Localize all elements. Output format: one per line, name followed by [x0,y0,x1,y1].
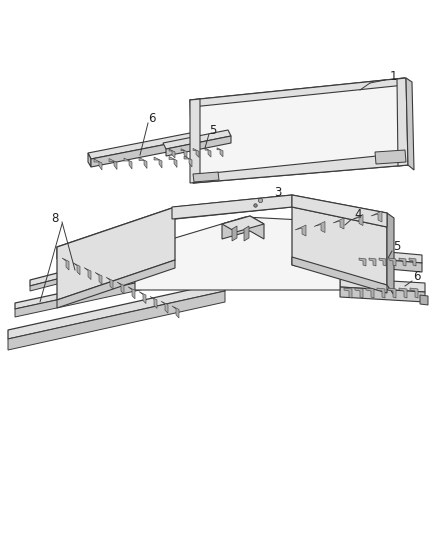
Text: 3: 3 [274,187,282,199]
Polygon shape [222,216,264,239]
Polygon shape [369,258,376,266]
Polygon shape [355,257,422,272]
Polygon shape [117,282,124,294]
Polygon shape [359,258,366,266]
Polygon shape [355,288,363,298]
Text: 4: 4 [354,207,362,221]
Polygon shape [8,282,225,339]
Polygon shape [399,288,407,298]
Polygon shape [57,207,175,300]
Polygon shape [193,153,408,183]
Polygon shape [344,288,352,298]
Polygon shape [375,150,406,164]
Polygon shape [410,288,418,298]
Polygon shape [84,268,91,280]
Polygon shape [30,262,100,286]
Polygon shape [128,287,135,299]
Polygon shape [88,132,198,159]
Polygon shape [314,222,325,232]
Polygon shape [91,138,198,167]
Polygon shape [106,277,113,289]
Polygon shape [205,148,211,157]
Polygon shape [190,78,408,183]
Polygon shape [169,157,177,167]
Polygon shape [397,78,408,166]
Polygon shape [95,272,102,285]
Polygon shape [355,249,422,263]
Polygon shape [161,301,168,313]
Polygon shape [222,216,264,232]
Polygon shape [387,213,394,295]
Polygon shape [190,78,405,107]
Polygon shape [154,157,162,168]
Polygon shape [399,258,406,266]
Polygon shape [94,159,102,170]
Polygon shape [124,158,132,169]
Polygon shape [292,195,387,227]
Polygon shape [340,287,425,302]
Polygon shape [150,296,157,309]
Polygon shape [371,211,382,222]
Polygon shape [139,292,146,304]
Text: 5: 5 [209,124,217,136]
Polygon shape [244,226,249,241]
Polygon shape [292,257,387,293]
Polygon shape [135,217,340,290]
Polygon shape [295,225,306,236]
Polygon shape [62,258,69,270]
Polygon shape [169,149,175,158]
Polygon shape [30,268,100,291]
Text: 5: 5 [393,240,401,254]
Text: 8: 8 [51,212,59,224]
Polygon shape [217,148,223,157]
Text: 6: 6 [148,112,156,125]
Polygon shape [388,288,396,298]
Polygon shape [366,288,374,298]
Polygon shape [57,195,387,259]
Polygon shape [15,269,200,317]
Polygon shape [163,130,231,149]
Polygon shape [193,148,199,157]
Polygon shape [73,263,80,275]
Polygon shape [8,291,225,350]
Polygon shape [193,172,219,182]
Polygon shape [172,306,179,318]
Polygon shape [181,149,187,158]
Polygon shape [333,218,344,229]
Polygon shape [340,278,425,292]
Polygon shape [172,195,292,219]
Polygon shape [140,220,340,285]
Polygon shape [139,157,147,168]
Polygon shape [379,258,386,266]
Text: 1: 1 [389,70,397,84]
Polygon shape [166,136,231,156]
Polygon shape [406,78,414,170]
Polygon shape [190,99,200,183]
Polygon shape [420,295,428,305]
Polygon shape [184,156,192,167]
Polygon shape [232,226,237,241]
Polygon shape [57,260,175,308]
Polygon shape [15,263,200,309]
Polygon shape [389,258,396,266]
Polygon shape [292,207,387,285]
Polygon shape [377,288,385,298]
Text: 6: 6 [413,271,421,284]
Polygon shape [352,214,363,225]
Polygon shape [409,258,416,266]
Polygon shape [109,158,117,169]
Polygon shape [88,153,91,167]
